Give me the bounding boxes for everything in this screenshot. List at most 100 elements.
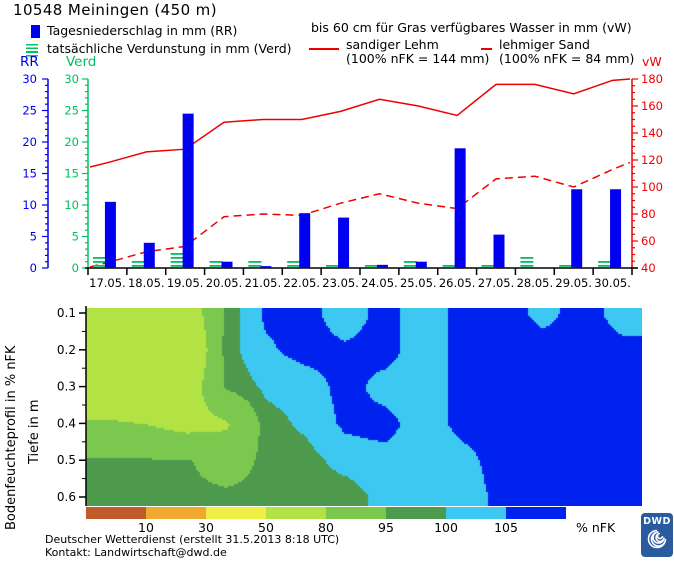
verd-bar-dash [598, 265, 612, 267]
precip-bar [299, 213, 311, 268]
verd-bar-dash [598, 261, 612, 263]
rr-axis-tick-label: 15 [22, 167, 37, 181]
vw-line-sandiger-lehm [89, 78, 631, 168]
verd-axis-tick-label: 20 [64, 135, 79, 149]
date-label: 27.05. [478, 276, 515, 290]
precip-bar [182, 113, 194, 269]
verd-bar-dash [170, 257, 184, 259]
verd-bar-dash [131, 265, 145, 267]
depth-tick-label: 0.1 [57, 306, 76, 320]
precip-bar [454, 148, 466, 268]
depth-tick-label: 0.5 [57, 453, 76, 467]
precip-bar [338, 217, 350, 268]
precip-bar [493, 234, 505, 268]
colorbar-tick-label: 10 [138, 520, 154, 535]
verd-bar-dash [520, 261, 534, 263]
loamy-sand-label: lehmiger Sand [499, 37, 590, 52]
verd-bar-dash [209, 261, 223, 263]
date-label: 25.05. [400, 276, 437, 290]
verd-axis-tick-label: 25 [64, 104, 79, 118]
vw-axis-tick-label: 160 [641, 99, 663, 113]
date-label: 26.05. [439, 276, 476, 290]
depth-tick-label: 0.2 [57, 343, 76, 357]
verd-bar-dash [170, 265, 184, 267]
date-label: 30.05. [594, 276, 631, 290]
precip-bar [260, 266, 272, 268]
depth-tick-label: 0.4 [57, 416, 76, 430]
sandy-loam-capacity: (100% nFK = 144 mm) [346, 51, 490, 66]
precipitation-legend-label: Tagesniederschlag in mm (RR) [47, 23, 238, 38]
vw-axis-tick-label: 180 [641, 72, 663, 86]
verd-bar-dash [92, 257, 106, 259]
precip-bar [415, 261, 427, 268]
cyclone-spiral-icon [647, 529, 667, 549]
evaporation-legend-label: tatsächliche Verdunstung in mm (Verd) [47, 41, 292, 56]
date-label: 22.05. [283, 276, 320, 290]
available-water-header: bis 60 cm für Gras verfügbares Wasser in… [311, 20, 632, 35]
verd-bar-dash [131, 261, 145, 263]
date-label: 19.05. [167, 276, 204, 290]
verd-bar-dash [326, 265, 340, 267]
depth-tick-label: 0.3 [57, 380, 76, 394]
rr-axis-tick-label: 25 [22, 104, 37, 118]
footer-contact-line: Kontakt: Landwirtschaft@dwd.de [45, 546, 227, 559]
depth-tick-label: 0.6 [57, 490, 76, 504]
precip-bar [104, 201, 116, 268]
vw-axis-tick-label: 140 [641, 126, 663, 140]
verd-bar-dash [209, 265, 223, 267]
colorbar-segment [506, 507, 566, 519]
colorbar-tick-label: 50 [258, 520, 274, 535]
rr-axis-tick-label: 30 [22, 72, 37, 86]
sandy-loam-label: sandiger Lehm [346, 37, 439, 52]
date-label: 21.05. [245, 276, 282, 290]
colorbar-tick-label: 30 [198, 520, 214, 535]
verd-axis-tick-label: 30 [64, 72, 79, 86]
verd-axis-tick-label: 0 [72, 261, 79, 275]
verd-axis-tick-label: 10 [64, 198, 79, 212]
verd-bar-dash [559, 265, 573, 267]
verd-bar-dash [403, 261, 417, 263]
dwd-logo-text: DWD [643, 516, 671, 527]
verd-bar-dash [520, 257, 534, 259]
date-label: 24.05. [361, 276, 398, 290]
precip-bar [610, 189, 622, 268]
verd-bar-dash [287, 261, 301, 263]
precip-bar [376, 264, 388, 268]
vw-axis-tick-label: 60 [641, 234, 656, 248]
colorbar-segment [86, 507, 146, 519]
date-label: 17.05. [89, 276, 126, 290]
loamy-sand-dash-sample [481, 48, 492, 50]
verd-bar-dash [520, 265, 534, 267]
verd-bar-dash [481, 265, 495, 267]
footer-source-line: Deutscher Wetterdienst (erstellt 31.5.20… [45, 533, 340, 546]
verd-bar-dash [248, 261, 262, 263]
verd-axis-tick-label: 5 [72, 230, 79, 244]
colorbar-segment [326, 507, 386, 519]
verd-bar-dash [403, 265, 417, 267]
rr-axis-tick-label: 0 [30, 261, 37, 275]
verd-bar-dash [170, 253, 184, 255]
colorbar-segment [206, 507, 266, 519]
colorbar-segment [146, 507, 206, 519]
evaporation-legend-dashes-icon [26, 44, 38, 57]
verd-bar-dash [170, 261, 184, 263]
precip-bar [571, 189, 583, 268]
vw-axis-tick-label: 80 [641, 207, 656, 221]
colorbar-segment [386, 507, 446, 519]
precip-bar [221, 261, 233, 268]
colorbar-tick-label: 80 [318, 520, 334, 535]
date-label: 23.05. [322, 276, 359, 290]
page-title: 10548 Meiningen (450 m) [13, 1, 217, 19]
date-label: 28.05. [517, 276, 554, 290]
soil-moisture-heatmap [86, 308, 642, 506]
verd-bar-dash [287, 265, 301, 267]
colorbar-tick-label: 95 [378, 520, 394, 535]
rr-axis-tick-label: 20 [22, 135, 37, 149]
vw-axis-tick-label: 120 [641, 153, 663, 167]
dwd-logo: DWD [641, 513, 673, 557]
verd-bar-dash [248, 265, 262, 267]
verd-bar-dash [92, 261, 106, 263]
loamy-sand-capacity: (100% nFK = 84 mm) [499, 51, 635, 66]
rr-axis-tick-label: 10 [22, 198, 37, 212]
